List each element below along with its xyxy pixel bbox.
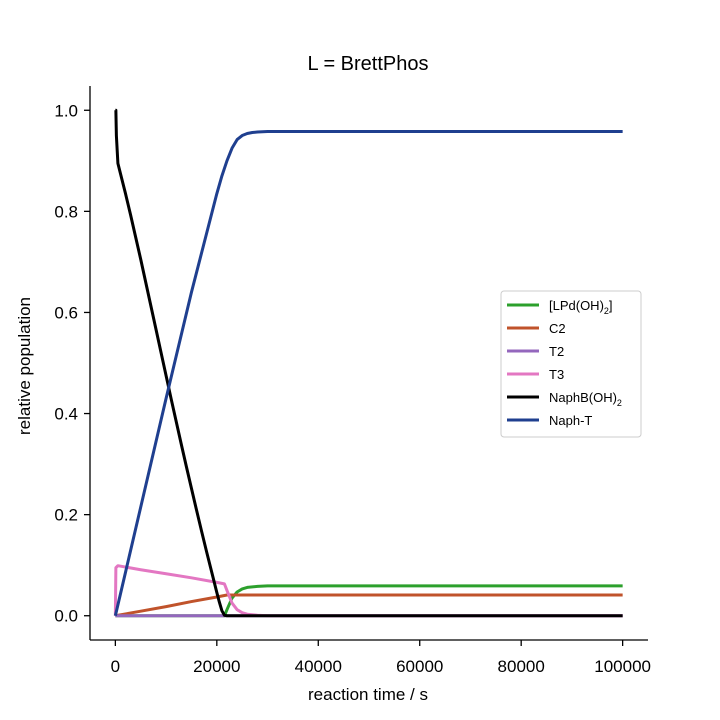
legend-label-4: NaphB(OH)2	[549, 390, 622, 408]
series-line-3	[113, 564, 623, 618]
x-tick-label: 60000	[396, 657, 443, 676]
y-axis-title: relative population	[15, 297, 34, 435]
x-tick-label: 40000	[295, 657, 342, 676]
y-tick-label: 0.4	[54, 405, 78, 424]
y-tick-label: 1.0	[54, 101, 78, 120]
series-line-1	[115, 593, 623, 618]
series-group	[113, 108, 623, 618]
y-tick-label: 0.2	[54, 506, 78, 525]
legend-label-1: C2	[549, 321, 566, 336]
x-tick-label: 80000	[498, 657, 545, 676]
legend-label-2: T2	[549, 344, 564, 359]
legend-label-3: T3	[549, 367, 564, 382]
chart-title: L = BrettPhos	[308, 53, 429, 75]
legend-label-5: Naph-T	[549, 413, 592, 428]
series-line-0	[115, 584, 623, 618]
x-tick-label: 0	[111, 657, 120, 676]
y-tick-label: 0.8	[54, 202, 78, 221]
x-tick-label: 20000	[193, 657, 240, 676]
legend: [LPd(OH)2] C2 T2 T3 NaphB(OH)2 Naph-T	[500, 290, 642, 438]
y-tick-label: 0.6	[54, 303, 78, 322]
y-tick-label: 0.0	[54, 607, 78, 626]
axes: 0 20000 40000 60000 80000 100000 0.0 0.2 0.4 0.6 0…	[54, 86, 651, 676]
series-line-5	[113, 129, 623, 617]
legend-label-0: [LPd(OH)2]	[549, 298, 613, 316]
x-axis-title: reaction time / s	[308, 685, 428, 704]
x-tick-label: 100000	[594, 657, 651, 676]
series-line-4	[114, 108, 623, 618]
